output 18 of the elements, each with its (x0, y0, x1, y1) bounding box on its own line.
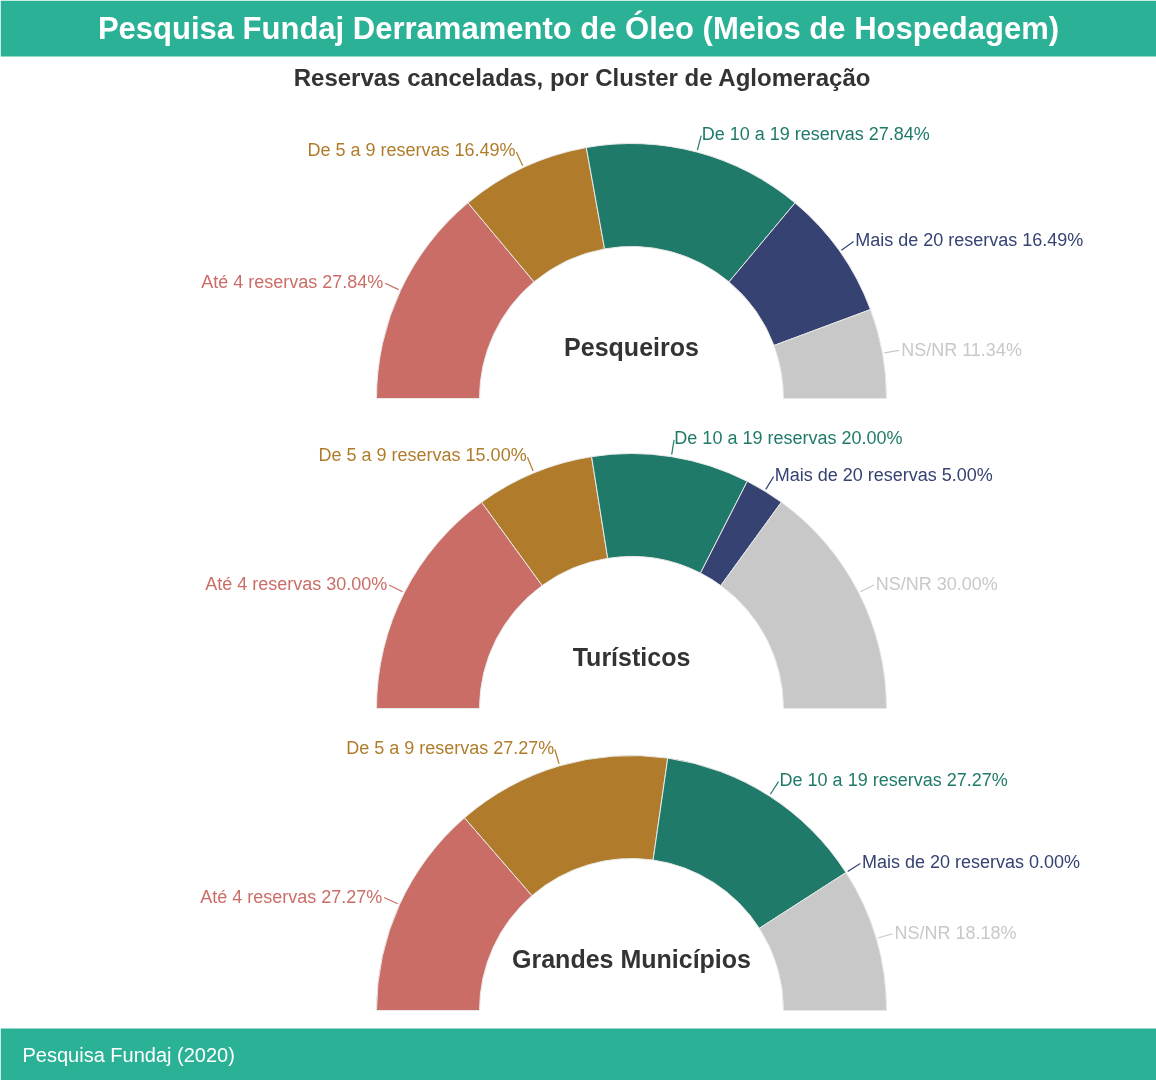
slice-label: De 10 a 19 reservas 20.00% (674, 427, 903, 448)
slice-label: Mais de 20 reservas 16.49% (855, 230, 1084, 251)
slice-label: De 10 a 19 reservas 27.84% (701, 123, 930, 144)
text: Turísticos (572, 642, 691, 671)
legend-label: Mais de 20 reservas 0.00% (861, 852, 1081, 873)
chart-title: Pesquisa Fundaj Derramamento de Óleo (Meios de Hospedagem) (97, 10, 1060, 46)
slice-label: Mais de 20 reservas 5.00% (774, 464, 993, 485)
slice-label: De 5 a 9 reservas 16.49% (307, 140, 516, 161)
chart-subtitle: Reservas canceladas, por Cluster de Aglomeração (293, 64, 871, 91)
text: Grandes Municípios (512, 944, 751, 973)
slice-label: De 10 a 19 reservas 27.27% (779, 769, 1008, 790)
text: Pesquisa Fundaj (2020) (22, 1043, 235, 1066)
slice-label: De 5 a 9 reservas 15.00% (318, 445, 527, 466)
slice-label: Até 4 reservas 30.00% (205, 574, 388, 595)
slice-label: Até 4 reservas 27.84% (201, 272, 384, 293)
text: Pesqueiros (564, 332, 699, 361)
slice-label: Até 4 reservas 27.27% (200, 886, 383, 907)
slice-label: De 5 a 9 reservas 27.27% (346, 737, 555, 758)
